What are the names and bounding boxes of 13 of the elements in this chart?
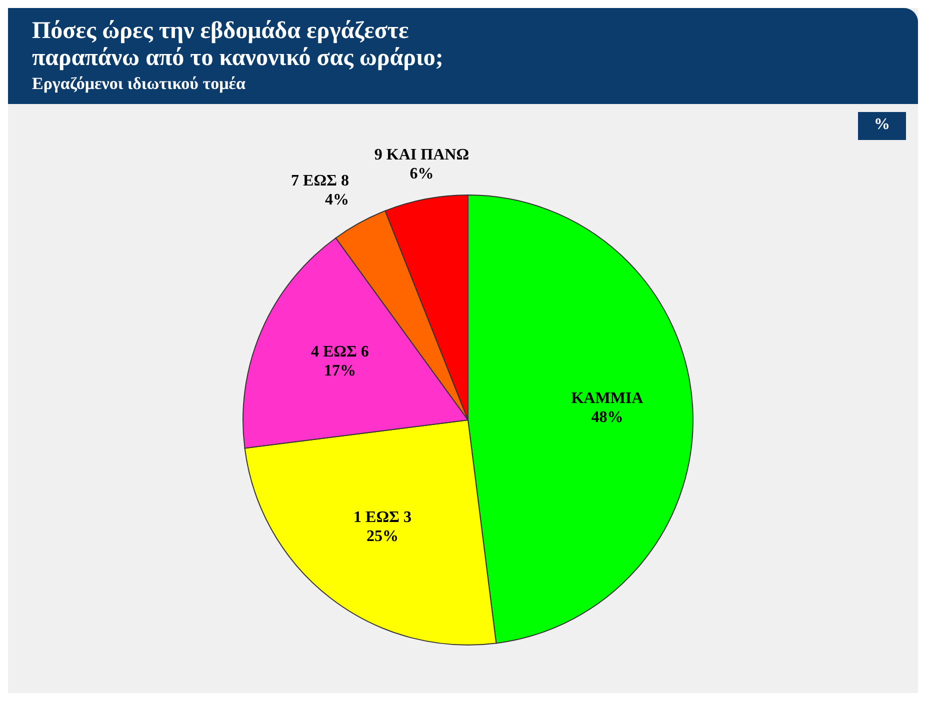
data-label: 6% — [410, 165, 434, 182]
chart-title: Πόσες ώρες την εβδομάδα εργάζεστε παραπάνω από το κανονικό σας ωράριο; — [32, 18, 444, 72]
data-label: 48% — [591, 409, 624, 426]
chart-subtitle: Εργαζόμενοι ιδιωτικού τομέα — [32, 74, 246, 94]
data-label: 4% — [325, 192, 350, 209]
slice-label: 4 ΕΩΣ 6 — [310, 344, 369, 361]
slice-label: 9 ΚΑΙ ΠΑΝΩ — [374, 146, 470, 164]
slice-label: 1 ΕΩΣ 3 — [354, 509, 412, 526]
slice-label: ΚΑΜΜΙΑ — [571, 390, 644, 408]
slice-label: 7 ΕΩΣ 8 — [291, 172, 350, 190]
text: % — [858, 112, 906, 140]
data-label: 17% — [324, 362, 356, 380]
data-label: 25% — [366, 528, 398, 546]
